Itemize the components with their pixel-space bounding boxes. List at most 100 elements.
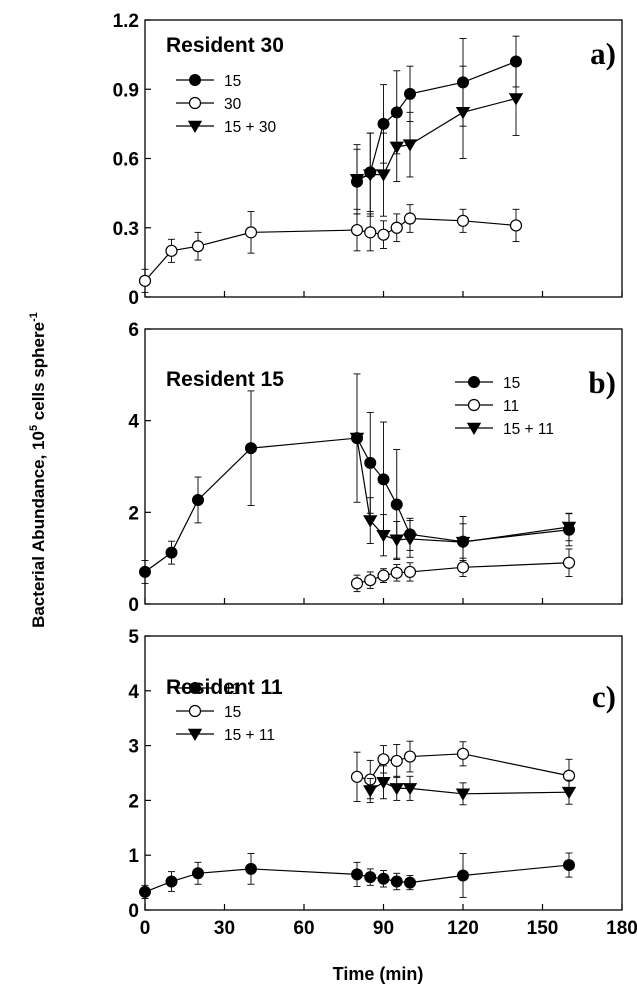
data-point <box>405 213 416 224</box>
series-line <box>357 98 516 179</box>
y-tick-label: 0.6 <box>113 150 139 171</box>
data-point <box>390 535 403 546</box>
legend-marker <box>469 377 480 388</box>
data-point <box>458 562 469 573</box>
data-point <box>564 770 575 781</box>
legend-label: 11 <box>224 681 240 698</box>
data-point <box>365 457 376 468</box>
legend-marker <box>189 121 202 132</box>
data-point <box>365 575 376 586</box>
data-point <box>457 107 470 118</box>
data-point <box>377 170 390 181</box>
y-tick-label: 4 <box>128 412 139 433</box>
data-point <box>140 275 151 286</box>
series-filled-circle <box>140 853 575 898</box>
data-point <box>405 566 416 577</box>
series-filled-triangle <box>364 766 576 805</box>
data-point <box>246 227 257 238</box>
x-tick-label: 120 <box>447 918 479 939</box>
legend-label: 15 + 11 <box>224 727 275 744</box>
data-point <box>352 578 363 589</box>
data-point <box>378 118 389 129</box>
data-point <box>458 215 469 226</box>
series-open-circle <box>140 205 522 293</box>
x-tick-label: 30 <box>214 918 235 939</box>
data-point <box>458 748 469 759</box>
legend-label: 15 <box>224 73 241 90</box>
data-point <box>365 872 376 883</box>
data-point <box>564 860 575 871</box>
data-point <box>564 557 575 568</box>
data-point <box>511 220 522 231</box>
y-tick-label: 0.9 <box>113 80 139 101</box>
data-point <box>405 751 416 762</box>
legend: 15 11 15 + 11 <box>455 375 554 438</box>
legend-marker <box>469 400 480 411</box>
data-point <box>352 225 363 236</box>
data-point <box>378 570 389 581</box>
data-point <box>391 567 402 578</box>
y-tick-label: 1.2 <box>113 11 139 32</box>
legend-marker <box>189 729 202 740</box>
series-filled-circle <box>352 36 522 214</box>
legend-marker <box>190 98 201 109</box>
x-tick-label: 180 <box>606 918 637 939</box>
y-tick-label: 0 <box>128 288 139 309</box>
legend-label: 11 <box>503 398 519 415</box>
data-point <box>377 530 390 541</box>
data-point <box>391 222 402 233</box>
panel-label: b) <box>588 365 616 400</box>
x-tick-label: 0 <box>140 918 151 939</box>
x-tick-label: 90 <box>373 918 394 939</box>
y-tick-label: 1 <box>128 846 139 867</box>
data-point <box>378 229 389 240</box>
data-point <box>140 886 151 897</box>
y-tick-label: 2 <box>128 791 139 812</box>
x-tick-label: 150 <box>527 918 559 939</box>
data-point <box>246 443 257 454</box>
y-tick-label: 3 <box>128 737 139 758</box>
data-point <box>140 566 151 577</box>
panel-title: Resident 15 <box>166 368 284 391</box>
chart-panel-1: 0 0.3 0.6 0.9 1.2 Resident 30 a) 15 30 15 + 30 <box>113 11 622 309</box>
legend-marker <box>190 683 201 694</box>
legend-label: 15 + 30 <box>224 119 277 136</box>
data-point <box>405 88 416 99</box>
legend-marker <box>190 75 201 86</box>
data-point <box>193 868 204 879</box>
legend-marker <box>468 423 481 434</box>
panel-label: a) <box>590 36 616 71</box>
data-point <box>352 869 363 880</box>
data-point <box>378 754 389 765</box>
legend-marker <box>190 706 201 717</box>
data-point <box>390 783 403 794</box>
data-point <box>166 245 177 256</box>
data-point <box>193 494 204 505</box>
y-tick-label: 0 <box>128 595 139 616</box>
y-tick-label: 0.3 <box>113 219 139 240</box>
y-axis-label: Bacterial Abundance, 105 cells sphere-1 <box>28 312 48 628</box>
data-point <box>378 474 389 485</box>
legend-label: 15 <box>503 375 520 392</box>
data-point <box>405 877 416 888</box>
data-point <box>391 876 402 887</box>
data-point <box>391 755 402 766</box>
panel-title: Resident 30 <box>166 34 284 57</box>
legend-label: 30 <box>224 96 242 113</box>
data-point <box>458 870 469 881</box>
series-filled-triangle <box>351 433 576 560</box>
data-point <box>166 876 177 887</box>
y-tick-label: 6 <box>128 320 139 341</box>
data-point <box>391 499 402 510</box>
data-point <box>193 241 204 252</box>
data-point <box>166 547 177 558</box>
data-point <box>378 873 389 884</box>
x-axis-label: Time (min) <box>333 964 424 984</box>
data-point <box>365 227 376 238</box>
y-tick-label: 2 <box>128 503 139 524</box>
data-point <box>377 777 390 788</box>
y-tick-label: 5 <box>128 627 139 648</box>
y-tick-label: 0 <box>128 901 139 922</box>
